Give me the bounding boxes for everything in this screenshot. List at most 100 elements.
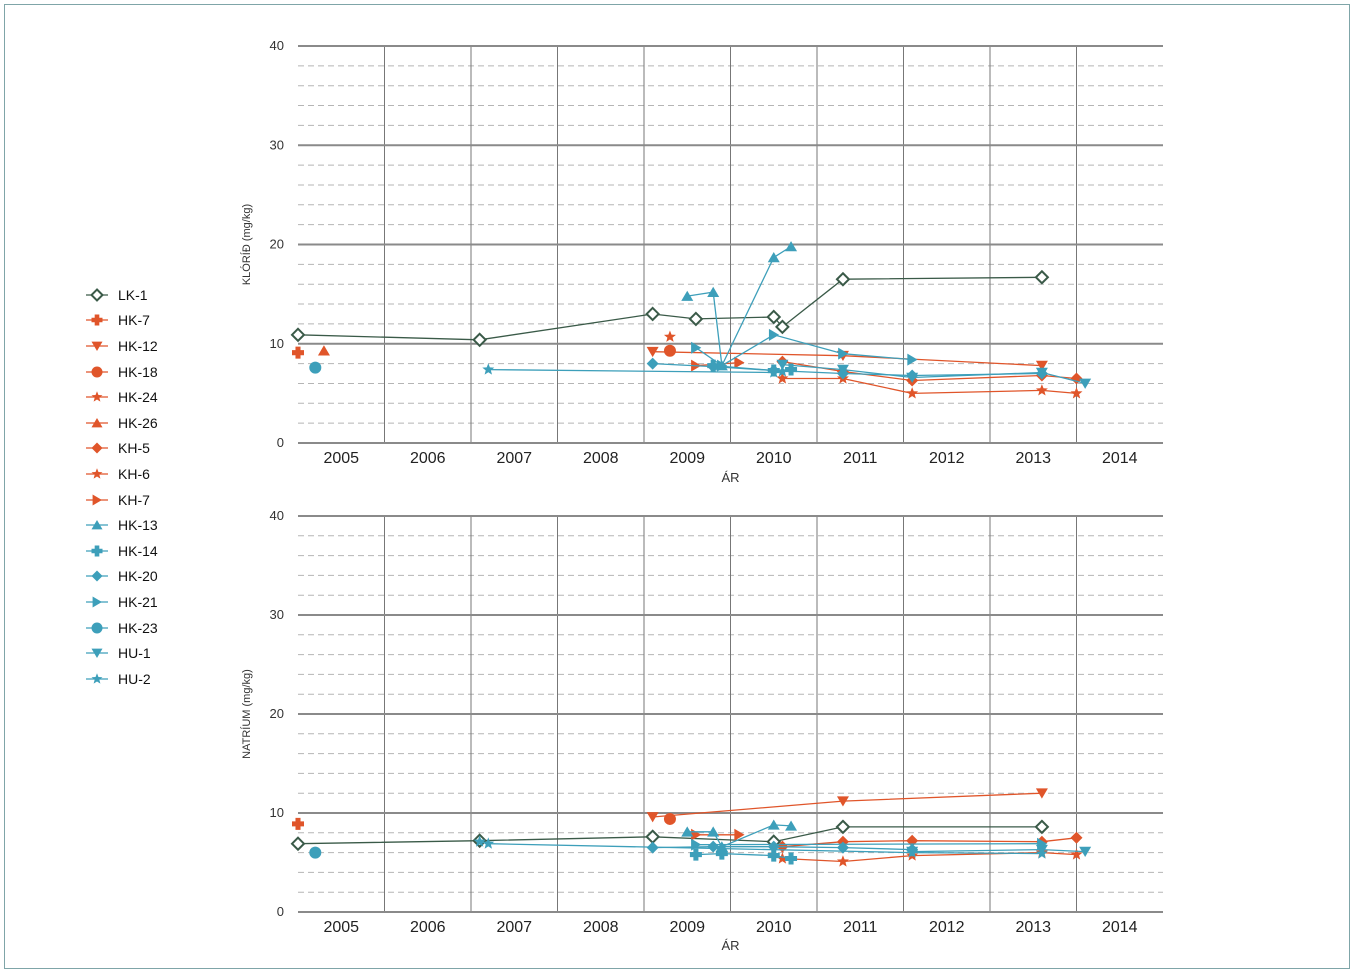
- point-hk-14: [767, 849, 780, 862]
- legend-marker-hk-24: [91, 391, 103, 402]
- point-hk-14: [785, 852, 798, 865]
- x-tick-label: 2008: [583, 919, 619, 936]
- point-kh-5: [1070, 831, 1083, 844]
- point-hk-7: [292, 346, 304, 359]
- legend-marker-hk-20: [91, 570, 103, 582]
- series-hk-13: [681, 241, 798, 371]
- point-hu-2: [482, 837, 495, 849]
- point-hu-2: [776, 365, 789, 377]
- legend-marker-kh-7: [92, 494, 102, 506]
- series-line-hu-1: [912, 848, 1086, 853]
- point-lk-1: [835, 819, 851, 835]
- point-lk-1: [774, 319, 790, 335]
- x-tick-label: 2012: [929, 919, 965, 936]
- legend-label-kh-5: KH-5: [118, 440, 150, 457]
- legend-swatch-hk-24: [86, 391, 108, 402]
- series-line-kh-5: [782, 360, 1077, 382]
- point-hu-2: [473, 835, 486, 847]
- point-hu-1: [1035, 367, 1048, 378]
- series-hk-7: [292, 817, 304, 830]
- series-lk-1: [290, 269, 1050, 348]
- point-hu-2: [767, 366, 780, 378]
- point-hk-20: [707, 840, 720, 853]
- legend-item-hk-20: HK-20: [86, 564, 206, 590]
- x-tick-label: 2009: [669, 450, 705, 467]
- x-tick-label: 2010: [756, 450, 792, 467]
- point-hk-14: [715, 847, 728, 860]
- legend-swatch-kh-5: [86, 442, 108, 454]
- legend-swatch-hk-7: [86, 314, 108, 326]
- point-hk-24: [836, 855, 849, 867]
- legend-swatch-hk-26: [86, 417, 108, 428]
- point-hk-12: [836, 796, 849, 807]
- series-line-hu-2: [488, 368, 783, 374]
- legend-item-hk-24: HK-24: [86, 384, 206, 410]
- legend-swatch-hu-1: [86, 648, 108, 659]
- point-hk-20: [646, 357, 659, 370]
- y-axis-label: KLÓRÍÐ (mg/kg): [240, 204, 253, 285]
- point-hk-26: [317, 345, 330, 356]
- point-lk-1: [835, 271, 851, 287]
- x-tick-label: 2014: [1102, 450, 1138, 467]
- legend-label-kh-6: KH-6: [118, 465, 150, 482]
- point-hk-7: [292, 817, 304, 830]
- point-hu-1: [906, 372, 919, 383]
- legend-item-hk-7: HK-7: [86, 308, 206, 334]
- point-hu-2: [482, 363, 495, 375]
- series-hk-23: [309, 361, 322, 374]
- point-hk-21: [768, 328, 780, 341]
- legend-swatch-hk-23: [86, 622, 108, 634]
- legend-item-lk-1: LK-1: [86, 282, 206, 308]
- legend-item-kh-5: KH-5: [86, 436, 206, 462]
- y-tick-label: 20: [270, 237, 284, 252]
- legend-swatch-hk-14: [86, 545, 108, 557]
- legend-label-hk-26: HK-26: [118, 414, 158, 431]
- y-tick-label: 30: [270, 607, 284, 622]
- series-hu-2: [482, 363, 789, 378]
- point-hk-12: [646, 812, 659, 823]
- point-lk-1: [645, 306, 661, 322]
- legend-marker-hk-18: [91, 366, 103, 378]
- point-hk-23: [309, 846, 322, 859]
- series-line-kh-5: [782, 837, 1077, 848]
- legend-item-hk-14: HK-14: [86, 538, 206, 564]
- series-line-hk-21: [695, 334, 913, 367]
- x-tick-label: 2006: [410, 450, 446, 467]
- legend-label-hk-7: HK-7: [118, 312, 150, 329]
- series-line-hk-14: [695, 852, 792, 860]
- point-hu-1: [1079, 846, 1092, 858]
- figure-frame: [4, 4, 1350, 969]
- series-hk-7: [292, 346, 304, 359]
- chart-panel-2: 0 10 20 30 40 2005 2006 2007 2008 2009 2010 2011 201…: [240, 508, 1163, 953]
- point-lk-1: [1034, 819, 1050, 835]
- legend-label-hu-2: HU-2: [118, 670, 151, 687]
- legend-swatch-hk-21: [86, 596, 108, 608]
- x-tick-label: 2010: [756, 919, 792, 936]
- legend-marker-hu-1: [91, 648, 103, 659]
- x-tick-label: 2007: [496, 919, 532, 936]
- legend-marker-hk-23: [91, 622, 103, 634]
- legend-marker-hu-2: [91, 672, 103, 684]
- x-axis-label: ÁR: [721, 938, 739, 953]
- point-hk-21: [717, 359, 728, 372]
- x-tick-label: 2011: [843, 919, 878, 936]
- point-hk-12: [646, 346, 659, 358]
- point-hk-24: [776, 852, 789, 864]
- legend-marker-hk-14: [91, 545, 103, 557]
- legend-item-hk-12: HK-12: [86, 333, 206, 359]
- point-hu-1: [776, 359, 789, 370]
- point-hu-1: [836, 364, 849, 375]
- y-tick-label: 10: [270, 336, 284, 351]
- legend-marker-hk-13: [91, 520, 103, 530]
- point-lk-1: [688, 311, 704, 327]
- legend-label-hk-13: HK-13: [118, 517, 158, 534]
- series-hu-2: [473, 835, 1048, 859]
- series-lk-1: [290, 819, 1050, 852]
- point-hk-24: [1070, 848, 1083, 860]
- point-kh-7: [734, 828, 745, 841]
- y-tick-label: 0: [277, 904, 284, 919]
- point-hk-20: [707, 360, 720, 373]
- legend-label-hk-23: HK-23: [118, 619, 158, 636]
- point-kh-6: [906, 387, 919, 399]
